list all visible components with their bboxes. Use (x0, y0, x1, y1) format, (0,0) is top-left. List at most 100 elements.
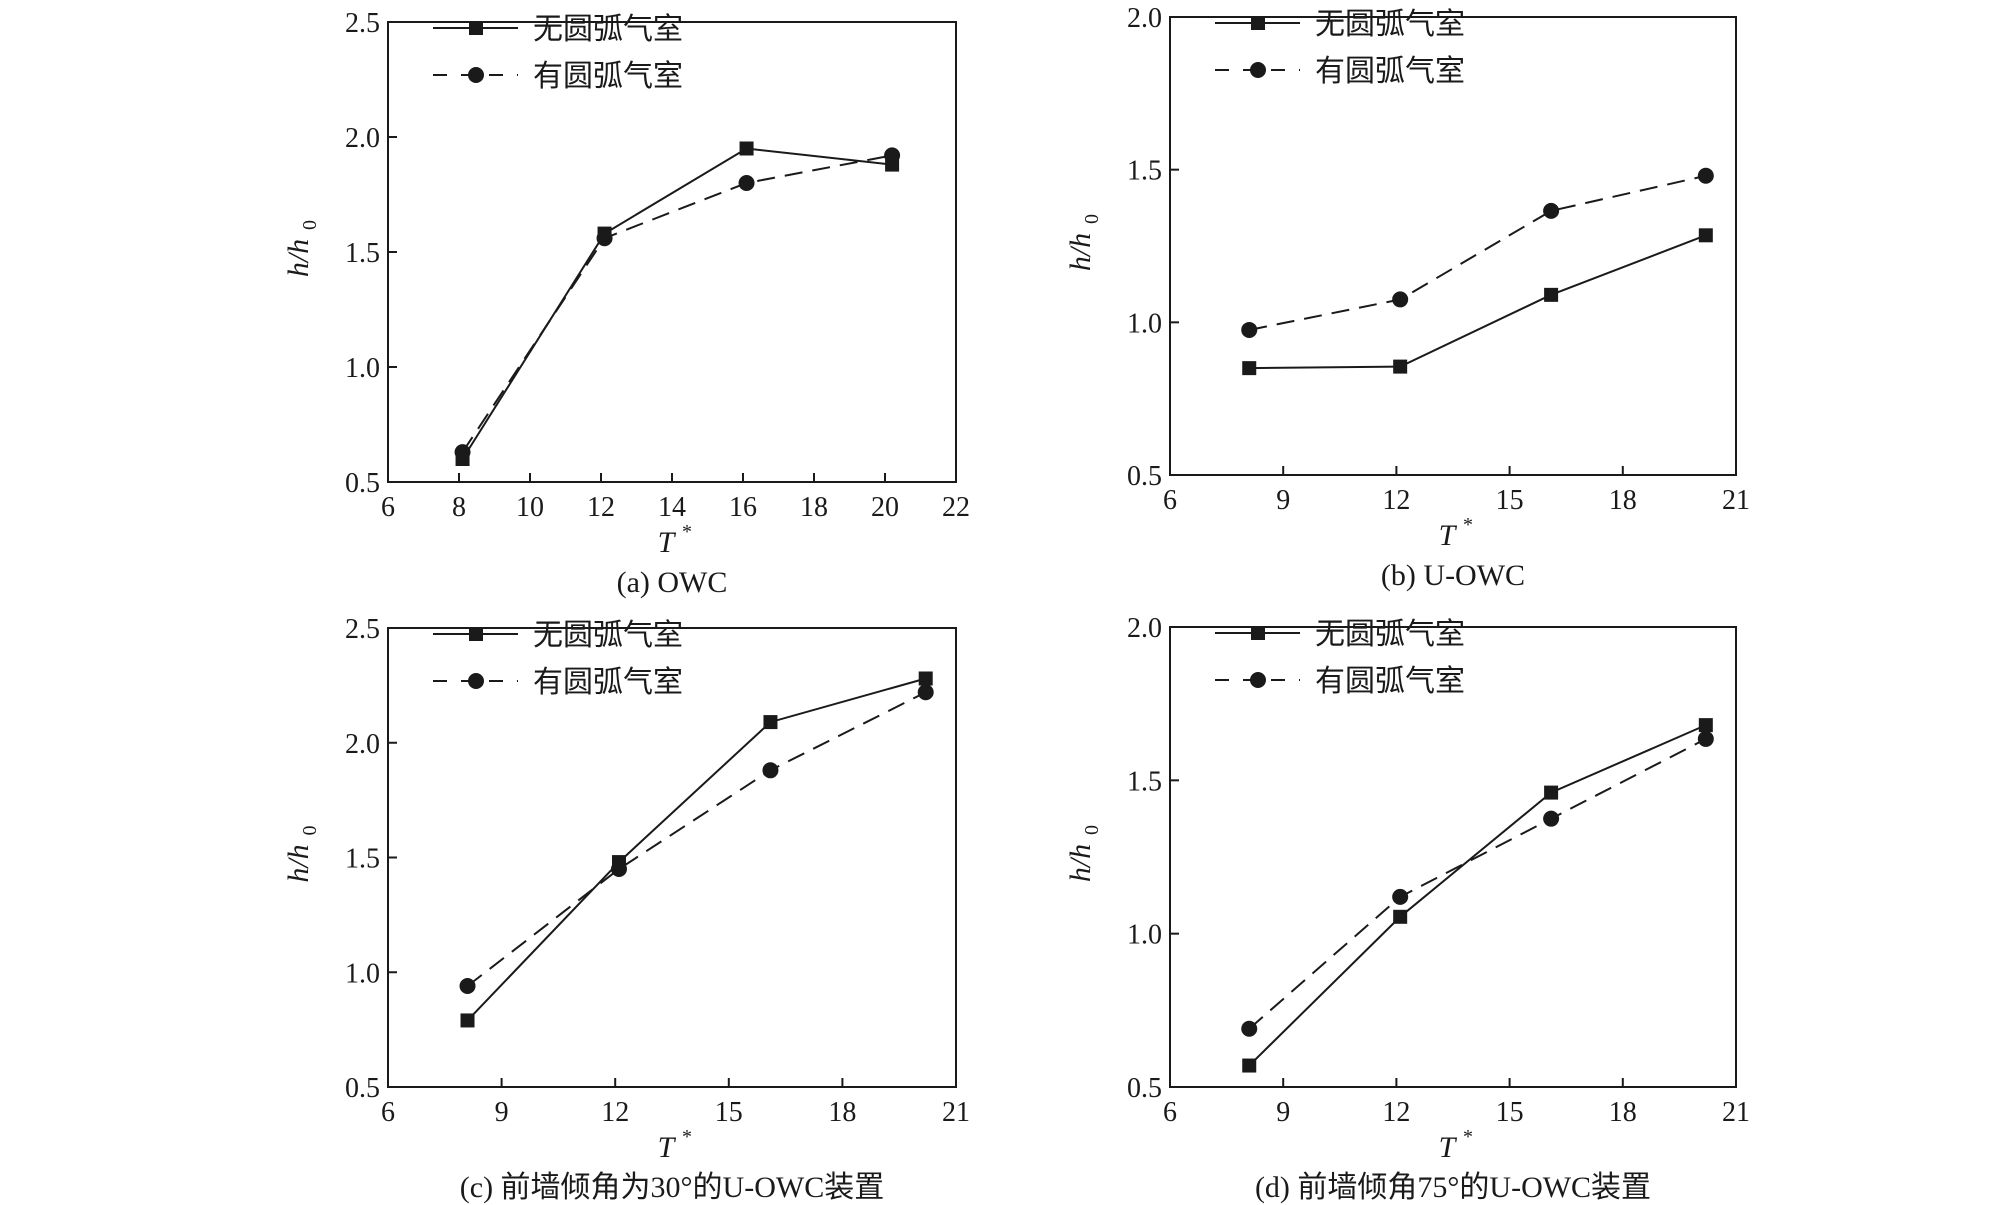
x-axis-label-sup: * (1463, 514, 1473, 536)
legend-label-1: 无圆弧气室 (533, 619, 683, 652)
y-axis-label: h/h (1064, 233, 1097, 271)
x-tick-label: 8 (452, 492, 466, 523)
x-axis-label: T (1439, 1131, 1458, 1164)
y-axis-label-sub: 0 (1081, 825, 1103, 835)
y-tick-label: 2.0 (1127, 613, 1162, 644)
y-tick-label: 0.5 (345, 1073, 380, 1104)
data-point-circle (1241, 321, 1258, 338)
y-tick-label: 0.5 (1127, 1073, 1162, 1104)
y-axis-label: h/h (282, 844, 315, 882)
series-line-2 (1249, 174, 1707, 331)
plot-frame (1169, 16, 1737, 476)
y-axis-label-group: h/h 0 (1064, 825, 1103, 882)
data-point-square (1544, 287, 1559, 302)
data-point-square (1242, 1058, 1257, 1073)
data-point-square (918, 671, 933, 686)
data-point-circle (738, 175, 755, 191)
series-line-1 (466, 677, 926, 1022)
y-axis-label-sub: 0 (299, 220, 321, 230)
x-tick-label: 14 (658, 492, 686, 523)
x-tick-label: 16 (729, 492, 757, 523)
x-tick-label: 9 (495, 1097, 509, 1128)
chart-caption: (d) 前墙倾角75°的U-OWC装置 (1255, 1171, 1651, 1204)
x-tick-label: 6 (1163, 485, 1177, 516)
series-line-1 (461, 147, 893, 460)
data-point-square (1242, 361, 1257, 376)
legend-label-2: 有圆弧气室 (533, 666, 683, 699)
x-tick-label: 21 (1722, 1097, 1750, 1128)
legend-label-2: 有圆弧气室 (1315, 55, 1465, 88)
chart-panel-3: 6 9 12 15 18 21 0.5 1.0 1.5 2.0 2.5 T * h/h 0 无圆弧气室有圆弧气… (282, 614, 970, 1204)
data-point-circle (459, 978, 476, 995)
y-tick-label: 1.5 (345, 844, 380, 875)
y-axis-label: h/h (282, 239, 315, 277)
x-tick-label: 9 (1276, 485, 1290, 516)
data-point-circle (454, 444, 471, 461)
data-point-square (1393, 909, 1408, 924)
data-point-circle (884, 147, 901, 164)
legend-marker-circle (1250, 62, 1266, 78)
data-point-square (1698, 718, 1713, 733)
chart-caption: (b) U-OWC (1381, 559, 1525, 592)
data-point-circle (1697, 730, 1714, 747)
legend-label-1: 无圆弧气室 (1315, 8, 1465, 41)
x-tick-label: 22 (942, 492, 970, 523)
y-axis-label-group: h/h 0 (282, 220, 321, 277)
y-axis-label-sub: 0 (299, 826, 321, 836)
legend-marker-square (1251, 16, 1265, 30)
y-tick-label: 1.0 (345, 958, 380, 989)
series-line-1 (1249, 234, 1707, 370)
x-tick-label: 15 (715, 1097, 743, 1128)
x-tick-label: 6 (1163, 1097, 1177, 1128)
y-tick-label: 1.0 (1127, 920, 1162, 951)
x-tick-label: 12 (601, 1097, 629, 1128)
series-line-2 (1248, 738, 1707, 1030)
data-point-circle (1697, 167, 1714, 184)
chart-caption: (a) OWC (617, 566, 728, 599)
series-line-2 (461, 154, 893, 453)
data-point-square (1698, 228, 1713, 243)
data-point-square (739, 141, 754, 156)
legend-marker-circle (468, 67, 484, 83)
x-tick-label: 9 (1276, 1097, 1290, 1128)
legend-marker-square (469, 627, 483, 641)
legend-label-2: 有圆弧气室 (533, 60, 683, 93)
chart-caption: (c) 前墙倾角为30°的U-OWC装置 (460, 1171, 884, 1204)
x-tick-label: 18 (800, 492, 828, 523)
x-axis-label-sup: * (1463, 1126, 1473, 1148)
data-point-circle (1392, 888, 1409, 905)
x-axis-label-sup: * (682, 1126, 692, 1148)
legend-label-1: 无圆弧气室 (1315, 618, 1465, 651)
y-axis-label-group: h/h 0 (1064, 214, 1103, 271)
x-tick-label: 21 (1722, 485, 1750, 516)
x-tick-label: 18 (1609, 485, 1637, 516)
y-tick-label: 1.5 (1127, 766, 1162, 797)
data-point-circle (610, 860, 627, 877)
series-line-1 (1248, 724, 1707, 1067)
x-tick-label: 12 (587, 492, 615, 523)
data-point-circle (1392, 291, 1409, 308)
x-tick-label: 12 (1382, 1097, 1410, 1128)
y-tick-label: 1.5 (1127, 156, 1162, 187)
plot-frame (1169, 626, 1737, 1088)
x-tick-label: 15 (1496, 1097, 1524, 1128)
data-point-circle (1543, 810, 1560, 827)
series-line-2 (466, 691, 927, 987)
x-axis-label: T (1439, 519, 1458, 552)
data-point-circle (1241, 1020, 1258, 1037)
y-axis-label-group: h/h 0 (282, 826, 321, 883)
y-axis-label-sub: 0 (1081, 214, 1103, 224)
x-tick-label: 18 (1609, 1097, 1637, 1128)
data-point-square (763, 715, 778, 730)
y-tick-label: 0.5 (1127, 461, 1162, 492)
x-axis-label-sup: * (682, 521, 692, 543)
data-point-circle (1543, 202, 1560, 219)
x-tick-label: 10 (516, 492, 544, 523)
legend-label-2: 有圆弧气室 (1315, 665, 1465, 698)
x-tick-label: 18 (828, 1097, 856, 1128)
data-point-square (460, 1013, 475, 1028)
legend-marker-square (1251, 626, 1265, 640)
